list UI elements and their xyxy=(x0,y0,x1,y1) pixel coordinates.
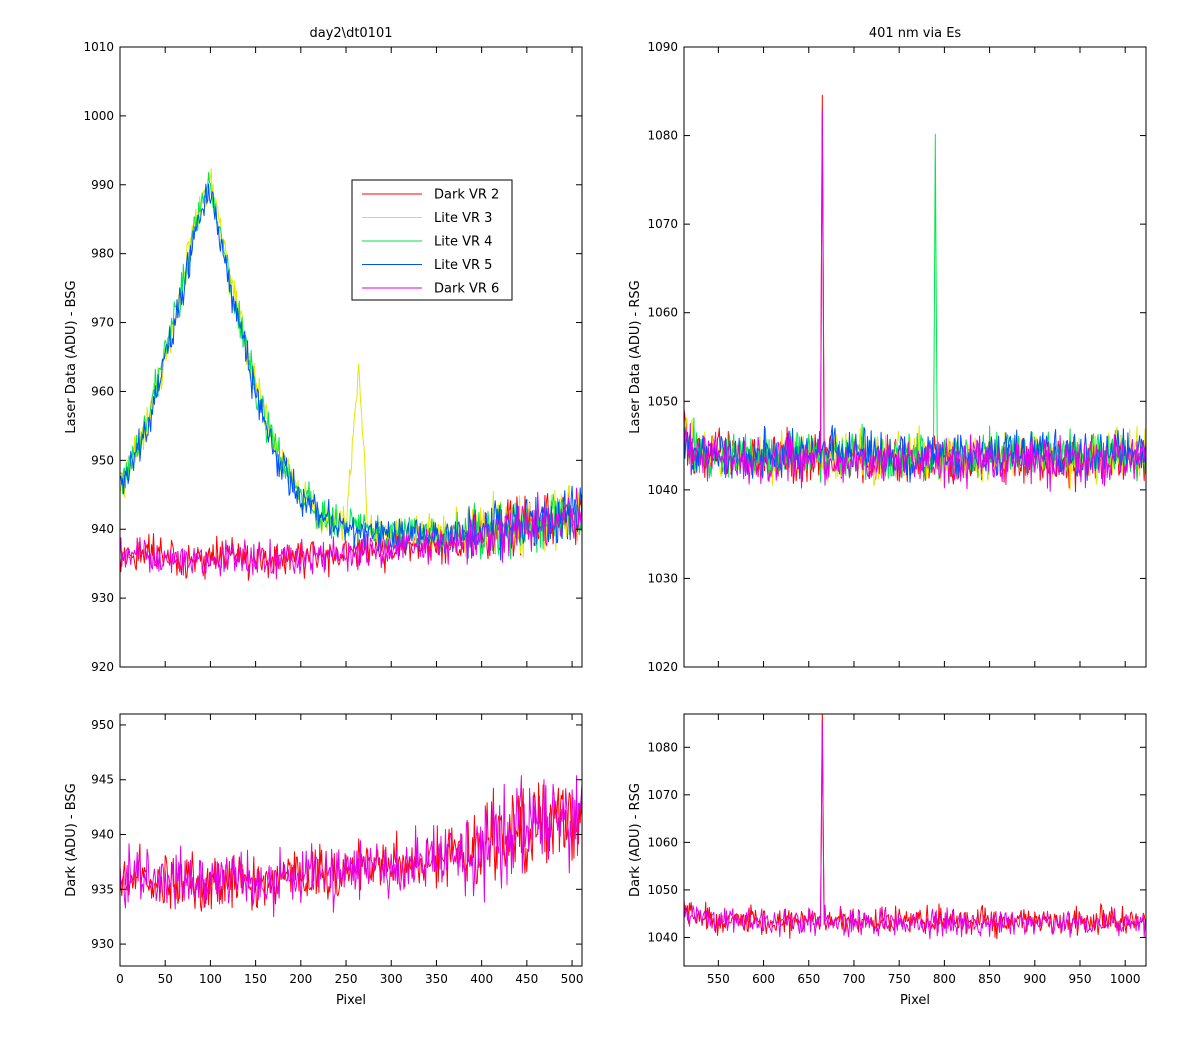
legend-entry: Dark VR 6 xyxy=(434,282,499,297)
x-tick-label: 200 xyxy=(289,972,312,986)
y-tick-label: 990 xyxy=(91,178,114,192)
chart-title: 401 nm via Es xyxy=(869,26,962,41)
y-tick-label: 1080 xyxy=(647,129,678,143)
x-tick-label: 950 xyxy=(1069,972,1092,986)
y-tick-label: 1000 xyxy=(83,109,114,123)
y-tick-label: 920 xyxy=(91,660,114,674)
series-line-dark-vr-6 xyxy=(684,722,1146,940)
y-tick-label: 940 xyxy=(91,828,114,842)
legend-box xyxy=(351,179,513,301)
series-group xyxy=(120,168,582,581)
series-group xyxy=(120,775,582,918)
y-tick-label: 950 xyxy=(91,718,114,732)
x-tick-label: 850 xyxy=(978,972,1001,986)
plot-area xyxy=(684,47,1146,667)
chart-panel-top-left: 920 930 940 950 960 970 980 990 1000 1010 day2\dt0… xyxy=(64,26,583,674)
legend-entry: Lite VR 4 xyxy=(434,235,492,250)
y-tick-label: 960 xyxy=(91,384,114,398)
x-tick-label: 350 xyxy=(425,972,448,986)
y-tick-label: 1060 xyxy=(647,835,678,849)
y-tick-label: 1050 xyxy=(647,394,678,408)
x-tick-label: 400 xyxy=(470,972,493,986)
x-tick-label: 450 xyxy=(515,972,538,986)
axes-frame xyxy=(119,46,583,668)
y-tick-label: 1030 xyxy=(647,571,678,585)
y-axis-label: Laser Data (ADU) - BSG xyxy=(64,280,79,433)
x-tick-label: 150 xyxy=(244,972,267,986)
y-tick-label: 1060 xyxy=(647,306,678,320)
y-tick-label: 1040 xyxy=(647,483,678,497)
axes-frame xyxy=(119,713,583,967)
y-axis-label: Laser Data (ADU) - RSG xyxy=(628,280,643,434)
y-tick-label: 950 xyxy=(91,453,114,467)
y-tick-label: 930 xyxy=(91,937,114,951)
y-tick-label: 935 xyxy=(91,882,114,896)
x-axis-label: Pixel xyxy=(336,993,366,1008)
x-tick-label: 0 xyxy=(116,972,124,986)
series-line-dark-vr-6 xyxy=(120,487,582,580)
x-tick-label: 50 xyxy=(158,972,173,986)
y-tick-label: 980 xyxy=(91,247,114,261)
series-line-dark-vr-6 xyxy=(684,110,1146,492)
y-tick-label: 1080 xyxy=(647,740,678,754)
chart-panel-bottom-right: 1040 1050 1060 1070 1080 550 600 650 700 750 800 85… xyxy=(628,713,1147,1008)
x-tick-label: 300 xyxy=(380,972,403,986)
axes-frame xyxy=(683,713,1147,967)
x-tick-label: 650 xyxy=(797,972,820,986)
legend: Dark VR 2 Lite VR 3 Lite VR 4 Lite VR 5 Dark… xyxy=(351,179,513,301)
x-tick-label: 500 xyxy=(561,972,584,986)
x-tick-label: 600 xyxy=(752,972,775,986)
x-tick-label: 800 xyxy=(933,972,956,986)
y-axis-label: Dark (ADU) - RSG xyxy=(628,783,643,897)
axes-frame xyxy=(683,46,1147,668)
x-axis-label: Pixel xyxy=(900,993,930,1008)
y-tick-label: 1010 xyxy=(83,40,114,54)
chart-title: day2\dt0101 xyxy=(310,26,393,41)
x-tick-label: 900 xyxy=(1023,972,1046,986)
panels: 92093094095096097098099010001010day2\dt0… xyxy=(64,26,1147,1008)
y-tick-label: 945 xyxy=(91,773,114,787)
x-tick-label: 100 xyxy=(199,972,222,986)
legend-entry: Dark VR 2 xyxy=(434,188,499,203)
legend-entry: Lite VR 3 xyxy=(434,211,492,226)
x-tick-label: 1000 xyxy=(1110,972,1141,986)
y-tick-label: 1070 xyxy=(647,788,678,802)
series-group xyxy=(684,94,1146,493)
plot-area xyxy=(120,47,582,667)
legend-entry: Lite VR 5 xyxy=(434,258,492,273)
y-tick-label: 930 xyxy=(91,591,114,605)
y-axis-label: Dark (ADU) - BSG xyxy=(64,783,79,897)
y-tick-label: 1050 xyxy=(647,883,678,897)
y-tick-label: 970 xyxy=(91,316,114,330)
y-tick-label: 1090 xyxy=(647,40,678,54)
y-tick-label: 1070 xyxy=(647,217,678,231)
series-group xyxy=(684,714,1146,940)
chart-panel-top-right: 1020 1030 1040 1050 1060 1070 1080 1090 401 nm v… xyxy=(628,26,1147,674)
x-tick-label: 250 xyxy=(335,972,358,986)
y-tick-label: 1020 xyxy=(647,660,678,674)
y-tick-label: 1040 xyxy=(647,930,678,944)
x-tick-label: 550 xyxy=(707,972,730,986)
y-tick-label: 940 xyxy=(91,522,114,536)
x-tick-label: 700 xyxy=(843,972,866,986)
series-line-dark-vr-6 xyxy=(120,775,582,918)
x-tick-label: 750 xyxy=(888,972,911,986)
chart-panel-bottom-left: 930 935 940 945 950 0 50 100 150 200 250 300 350 400 4… xyxy=(64,713,584,1008)
